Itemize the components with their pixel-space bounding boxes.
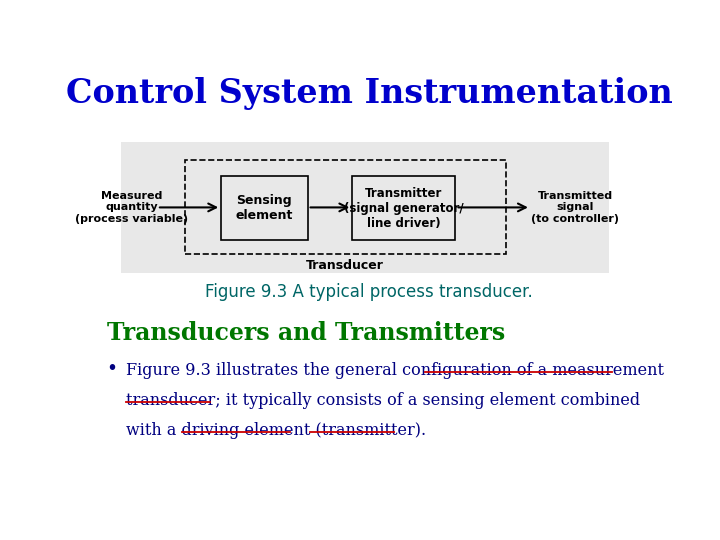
Bar <box>185 160 505 254</box>
Text: Measured
quantity
(process variable): Measured quantity (process variable) <box>76 191 189 224</box>
Text: Transmitted
signal
(to controller): Transmitted signal (to controller) <box>531 191 619 224</box>
Bar <box>221 176 307 240</box>
Text: Sensing
element: Sensing element <box>235 194 293 222</box>
Bar <box>352 176 456 240</box>
Text: with a driving element (transmitter).: with a driving element (transmitter). <box>126 422 426 439</box>
Text: Transducers and Transmitters: Transducers and Transmitters <box>107 321 505 345</box>
Text: Transducer: Transducer <box>306 259 384 272</box>
Bar <box>121 141 609 273</box>
Text: •: • <box>107 359 118 378</box>
Text: transducer; it typically consists of a sensing element combined: transducer; it typically consists of a s… <box>126 392 640 409</box>
Text: Figure 9.3 A typical process transducer.: Figure 9.3 A typical process transducer. <box>205 283 533 301</box>
Text: Transmitter
(signal generator/
line driver): Transmitter (signal generator/ line driv… <box>344 186 464 230</box>
Text: Figure 9.3 illustrates the general configuration of a measurement: Figure 9.3 illustrates the general confi… <box>126 362 665 379</box>
Text: Control System Instrumentation: Control System Instrumentation <box>66 77 672 110</box>
